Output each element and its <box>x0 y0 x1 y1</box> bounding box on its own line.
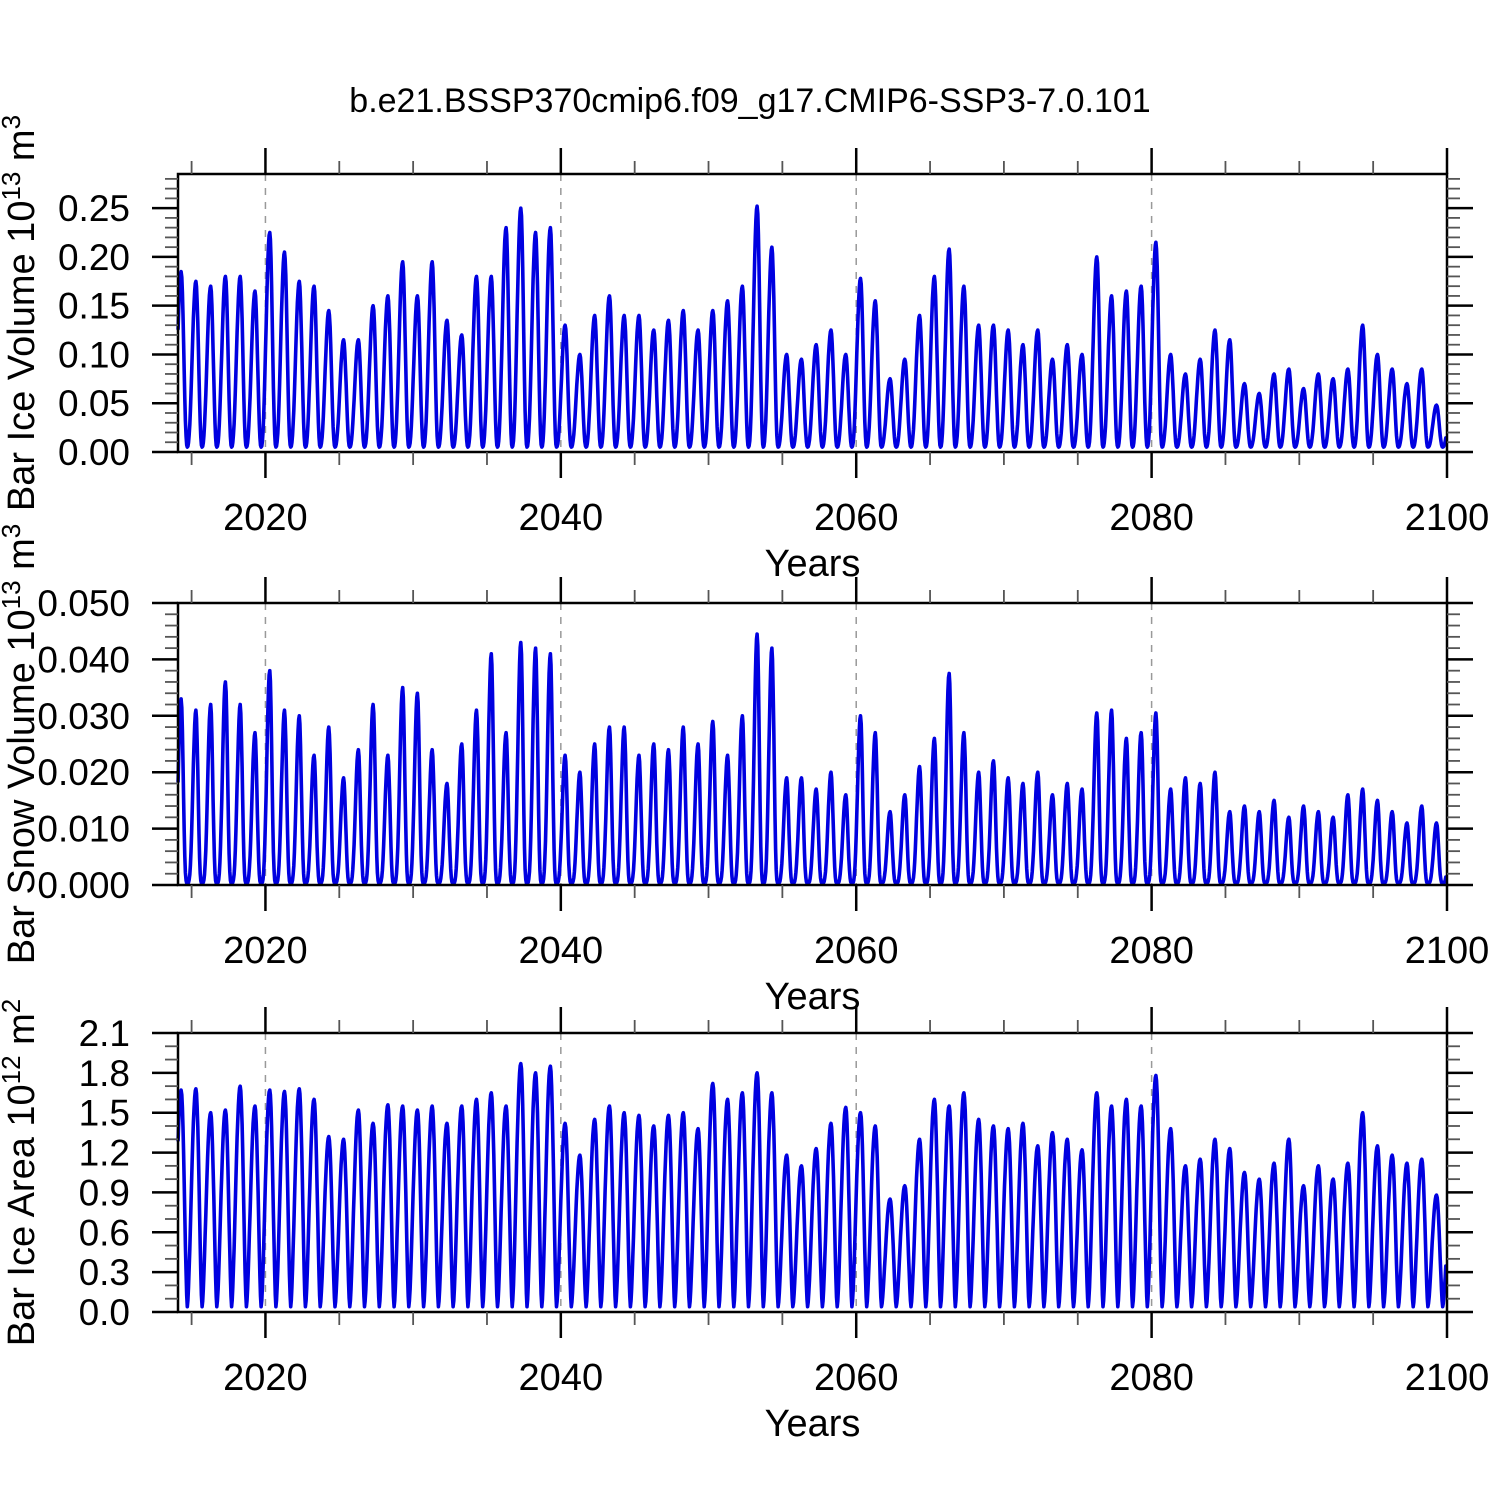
x-tick-label: 2080 <box>1109 930 1194 972</box>
y-tick-label: 0.050 <box>37 583 130 624</box>
y-tick-label: 0.9 <box>79 1172 130 1213</box>
series-line <box>176 1061 1448 1309</box>
x-tick-label: 2040 <box>519 930 604 972</box>
y-tick-label: 0.010 <box>37 809 130 850</box>
y-tick-label: 0.3 <box>79 1252 130 1293</box>
y-tick-label: 0.05 <box>58 383 130 424</box>
x-tick-label: 2100 <box>1405 497 1490 539</box>
series-line <box>176 204 1448 449</box>
x-tick-label: 2060 <box>814 497 899 539</box>
y-tick-label: 0.0 <box>79 1292 130 1333</box>
x-tick-label: 2040 <box>519 1357 604 1399</box>
x-tick-label: 2080 <box>1109 497 1194 539</box>
x-tick-label: 2040 <box>519 497 604 539</box>
y-tick-label: 0.00 <box>58 432 130 473</box>
y-tick-label: 0.040 <box>37 639 130 680</box>
y-tick-label: 0.020 <box>37 752 130 793</box>
y-tick-label: 0.15 <box>58 286 130 327</box>
x-tick-label: 2020 <box>223 497 308 539</box>
x-tick-label: 2020 <box>223 930 308 972</box>
x-tick-label: 2060 <box>814 1357 899 1399</box>
y-tick-label: 0.000 <box>37 865 130 906</box>
plot-frame <box>176 172 1449 454</box>
x-tick-label: 2020 <box>223 1357 308 1399</box>
plot-frame <box>176 1031 1449 1314</box>
y-tick-label: 0.030 <box>37 696 130 737</box>
x-tick-label: 2060 <box>814 930 899 972</box>
y-tick-label: 0.10 <box>58 334 130 375</box>
x-axis-title: Years <box>765 976 861 1018</box>
panel-ice-area: 0.00.30.60.91.21.51.82.1 2020 2040 2060 2080… <box>0 999 1489 1445</box>
y-tick-label: 1.2 <box>79 1133 130 1174</box>
plot-title: b.e21.BSSP370cmip6.f09_g17.CMIP6-SSP3-7.… <box>349 82 1150 120</box>
series-line <box>176 632 1448 886</box>
y-axis-title: Bar Ice Area 1012 m2 <box>0 999 43 1347</box>
y-axis-title: Bar Ice Volume 1013 m3 <box>0 115 43 511</box>
y-tick-label: 2.1 <box>79 1013 130 1054</box>
y-axis-title: Bar Snow Volume 1013 m3 <box>0 524 43 965</box>
panel-ice-volume: 0.00 0.05 0.10 0.15 0.20 0.25 2020 2040 2060 2080… <box>0 115 1489 585</box>
x-axis-title: Years <box>765 543 861 585</box>
x-tick-label: 2100 <box>1405 930 1490 972</box>
panel-snow-volume: 0.000 0.010 0.020 0.030 0.040 0.050 2020 2040 20… <box>0 524 1489 1018</box>
x-tick-label: 2100 <box>1405 1357 1490 1399</box>
x-axis-title: Years <box>765 1403 861 1445</box>
y-tick-label: 0.6 <box>79 1212 130 1253</box>
y-tick-label: 0.25 <box>58 188 130 229</box>
y-tick-label: 0.20 <box>58 237 130 278</box>
x-tick-label: 2080 <box>1109 1357 1194 1399</box>
y-tick-label: 1.8 <box>79 1053 130 1094</box>
y-tick-label: 1.5 <box>79 1093 130 1134</box>
plot-frame <box>176 601 1449 887</box>
